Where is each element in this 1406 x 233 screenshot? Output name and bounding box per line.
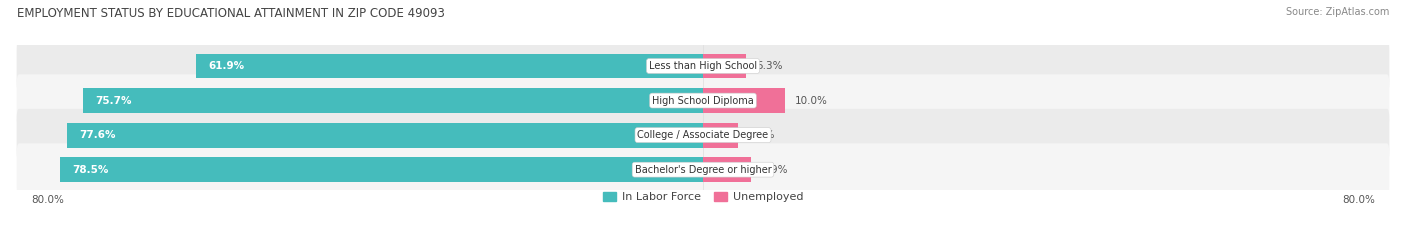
Bar <box>67 123 703 147</box>
Bar <box>195 54 703 79</box>
Legend: In Labor Force, Unemployed: In Labor Force, Unemployed <box>603 192 803 202</box>
FancyBboxPatch shape <box>17 109 1389 161</box>
Text: College / Associate Degree: College / Associate Degree <box>637 130 769 140</box>
Text: 61.9%: 61.9% <box>208 61 245 71</box>
Text: 77.6%: 77.6% <box>80 130 117 140</box>
Bar <box>83 88 703 113</box>
Text: EMPLOYMENT STATUS BY EDUCATIONAL ATTAINMENT IN ZIP CODE 49093: EMPLOYMENT STATUS BY EDUCATIONAL ATTAINM… <box>17 7 444 20</box>
Text: 10.0%: 10.0% <box>794 96 828 106</box>
FancyBboxPatch shape <box>17 143 1389 196</box>
Bar <box>703 54 747 79</box>
Text: 75.7%: 75.7% <box>96 96 132 106</box>
Text: Bachelor's Degree or higher: Bachelor's Degree or higher <box>634 165 772 175</box>
Text: High School Diploma: High School Diploma <box>652 96 754 106</box>
FancyBboxPatch shape <box>17 40 1389 92</box>
Bar <box>60 157 703 182</box>
Text: 5.9%: 5.9% <box>761 165 787 175</box>
Text: 5.3%: 5.3% <box>756 61 783 71</box>
Bar <box>703 123 738 147</box>
FancyBboxPatch shape <box>17 74 1389 127</box>
Text: 4.3%: 4.3% <box>748 130 775 140</box>
Text: 78.5%: 78.5% <box>72 165 108 175</box>
Text: Source: ZipAtlas.com: Source: ZipAtlas.com <box>1285 7 1389 17</box>
Bar <box>703 157 751 182</box>
Text: Less than High School: Less than High School <box>650 61 756 71</box>
Bar <box>703 88 785 113</box>
